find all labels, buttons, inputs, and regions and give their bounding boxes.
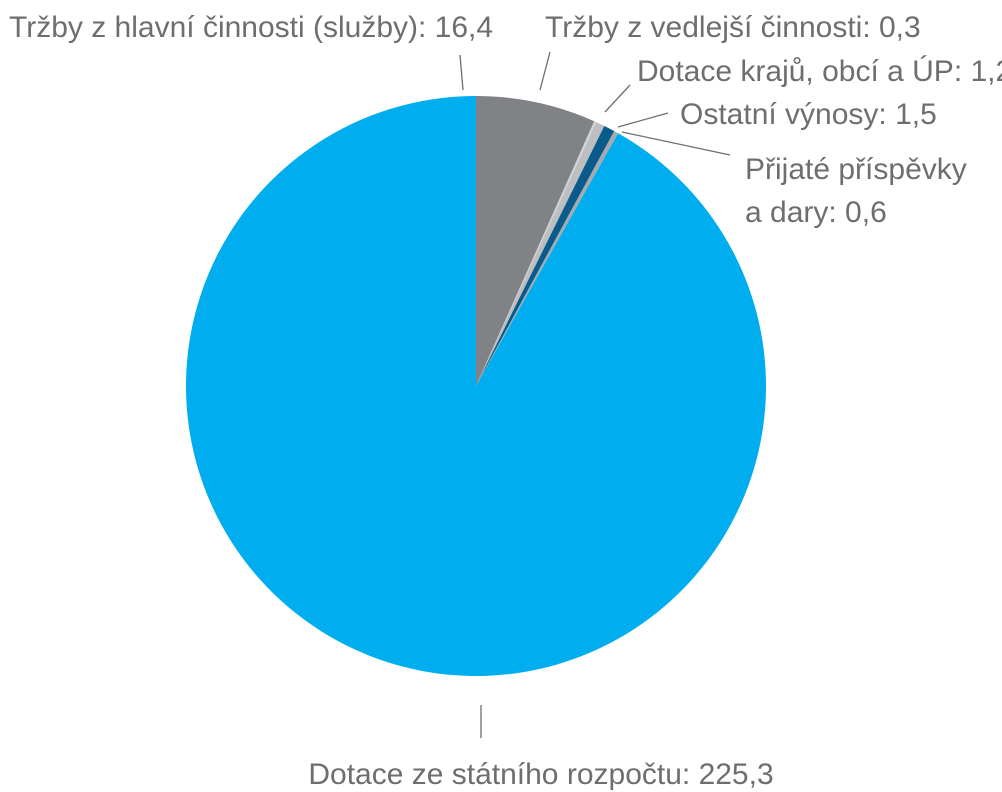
slice-donations — [476, 131, 619, 386]
leader-line-other-revenue — [617, 112, 669, 128]
leader-lines — [459, 51, 731, 738]
pie-slices — [185, 96, 766, 676]
slice-regional-subsidies — [476, 122, 605, 386]
leader-line-side-activity — [539, 51, 551, 91]
slice-label-donations: Přijaté příspěvky — [745, 153, 967, 186]
slice-label-state-subsidies: Dotace ze státního rozpočtu: 225,3 — [308, 758, 773, 791]
slice-label-side-activity: Tržby z vedlejší činnosti: 0,3 — [545, 11, 921, 44]
slice-labels: Tržby z hlavní činnosti (služby): 16,4 T… — [9, 11, 1002, 791]
leader-line-main-activity — [459, 54, 464, 91]
leader-line-regional-subsidies — [604, 84, 631, 113]
slice-label-main-activity: Tržby z hlavní činnosti (služby): 16,4 — [9, 11, 493, 44]
slice-state-subsidies — [185, 96, 766, 676]
slice-side-activity — [476, 121, 597, 387]
slice-other-revenue — [476, 125, 615, 386]
slice-main-activity — [476, 96, 595, 386]
slice-label-donations-line2: a dary: 0,6 — [745, 196, 887, 229]
leader-line-donations — [621, 131, 731, 156]
slice-label-regional-subsidies: Dotace krajů, obcí a ÚP: 1,2 — [637, 55, 1002, 88]
slice-label-other-revenue: Ostatní výnosy: 1,5 — [680, 98, 937, 131]
